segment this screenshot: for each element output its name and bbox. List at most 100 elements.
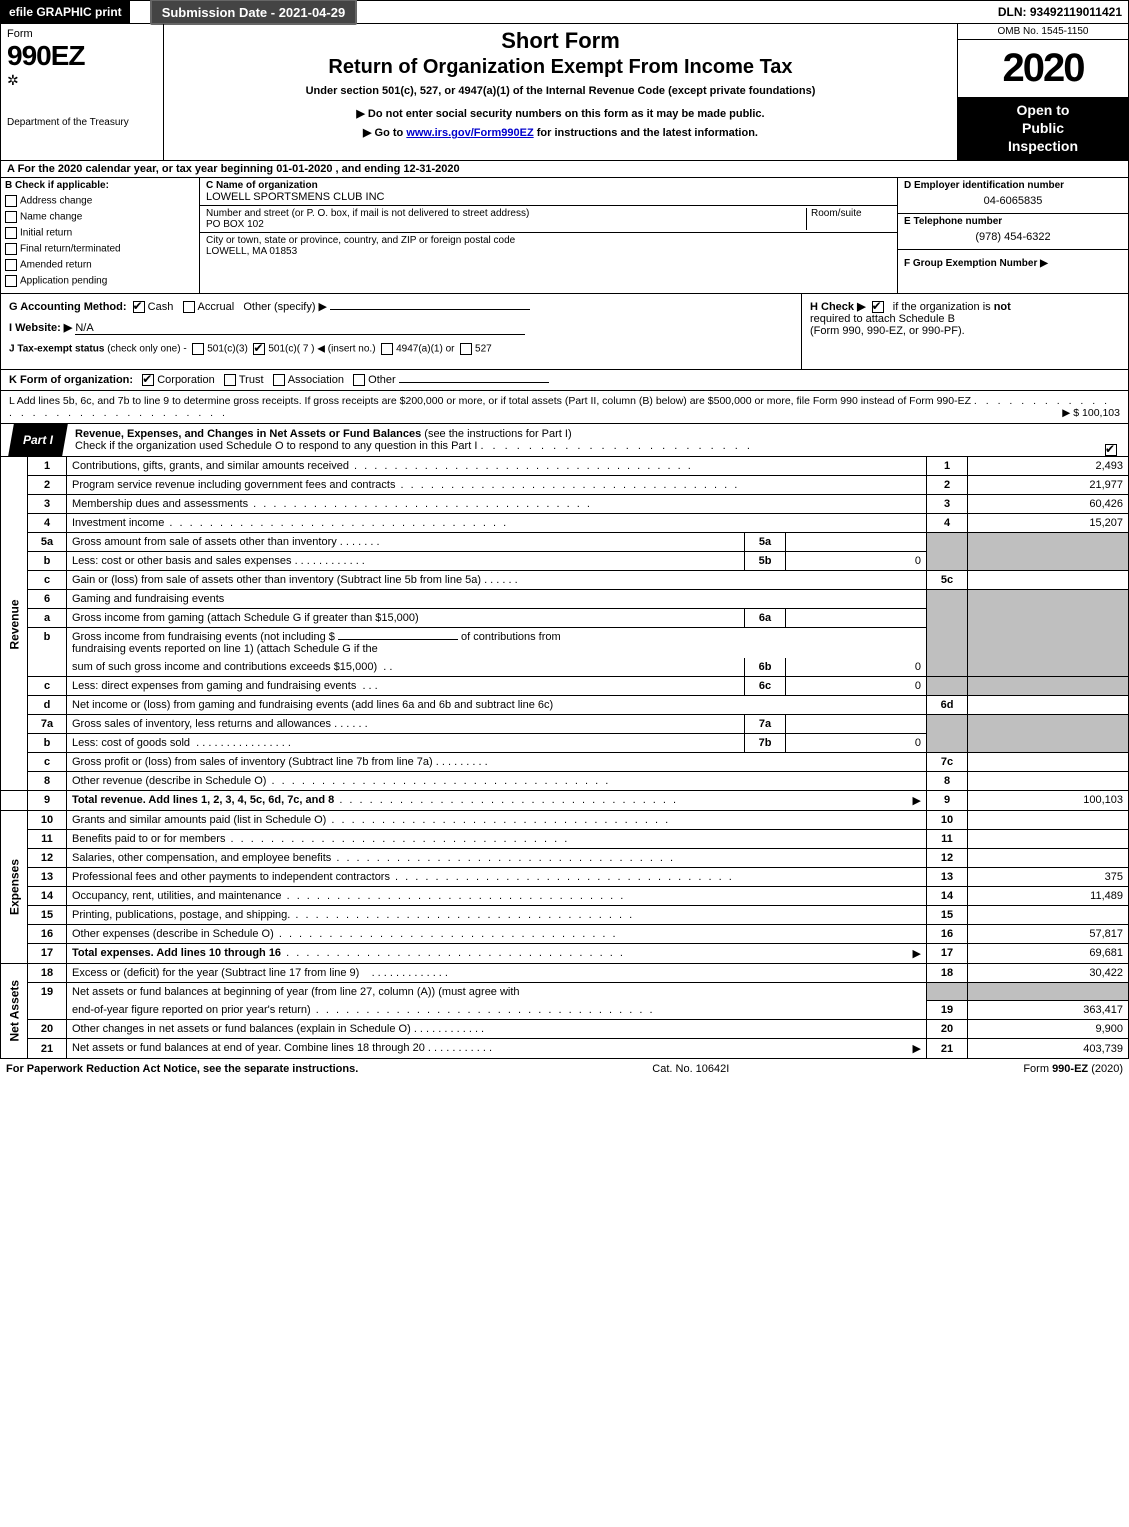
checkbox-app-pending[interactable] <box>5 275 17 287</box>
form-page: efile GRAPHIC print Submission Date - 20… <box>0 0 1129 1079</box>
row19-amount: 363,417 <box>968 1001 1129 1020</box>
checkbox-initial-return[interactable] <box>5 227 17 239</box>
other-specify-input[interactable] <box>330 309 530 310</box>
row9-desc: Total revenue. Add lines 1, 2, 3, 4, 5c,… <box>67 790 927 810</box>
b-label: B Check if applicable: <box>5 180 195 191</box>
l-amount: ▶ $ 100,103 <box>1062 407 1120 419</box>
checkbox-assoc[interactable] <box>273 374 285 386</box>
d-label: D Employer identification number <box>904 180 1122 191</box>
checkbox-501c[interactable] <box>253 343 265 355</box>
c-label: C Name of organization <box>206 180 891 191</box>
row5ab-grey-amt <box>968 532 1129 570</box>
row11-rn: 11 <box>927 829 968 848</box>
open-line2: Public <box>1022 120 1064 136</box>
row18-desc: Excess or (deficit) for the year (Subtra… <box>67 963 927 982</box>
row7-grey-amt <box>968 714 1129 752</box>
cash-label: Cash <box>148 301 174 313</box>
row6b-in: 6b <box>745 658 786 677</box>
row19-desc2: end-of-year figure reported on prior yea… <box>67 1001 927 1020</box>
row6a-iv <box>786 608 927 627</box>
row6d-rn: 6d <box>927 695 968 714</box>
footer-center: Cat. No. 10642I <box>652 1063 729 1075</box>
open-line3: Inspection <box>1008 138 1078 154</box>
h-label: H Check ▶ <box>810 301 866 313</box>
row4-desc: Investment income <box>67 513 927 532</box>
row6b-d3: fundraising events reported on line 1) (… <box>72 643 378 655</box>
k-assoc: Association <box>288 374 344 386</box>
checkbox-trust[interactable] <box>224 374 236 386</box>
g-label: G Accounting Method: <box>9 301 127 313</box>
row3-desc: Membership dues and assessments <box>67 494 927 513</box>
row21-desc: Net assets or fund balances at end of ye… <box>67 1039 927 1059</box>
row-a-tax-year: A For the 2020 calendar year, or tax yea… <box>0 161 1129 178</box>
checkbox-527[interactable] <box>460 343 472 355</box>
final-label: Final return/terminated <box>20 243 121 254</box>
open-line1: Open to <box>1017 102 1070 118</box>
submission-date-button[interactable]: Submission Date - 2021-04-29 <box>150 0 358 25</box>
checkbox-501c3[interactable] <box>192 343 204 355</box>
j-501c: 501(c)( 7 ) ◀ (insert no.) <box>268 343 375 354</box>
ghij-block: G Accounting Method: Cash Accrual Other … <box>0 294 1129 370</box>
checkbox-final-return[interactable] <box>5 243 17 255</box>
checkbox-amended[interactable] <box>5 259 17 271</box>
row17-desc: Total expenses. Add lines 10 through 16 … <box>67 943 927 963</box>
side-netassets: Net Assets <box>1 963 28 1059</box>
subtitle-section: Under section 501(c), 527, or 4947(a)(1)… <box>170 85 951 97</box>
row6c-in: 6c <box>745 676 786 695</box>
header-right: OMB No. 1545-1150 2020 Open to Public In… <box>957 24 1128 160</box>
row6-grey <box>927 589 968 676</box>
row3-rn: 3 <box>927 494 968 513</box>
row5a-in: 5a <box>745 532 786 551</box>
k-corp: Corporation <box>157 374 214 386</box>
row6c-num: c <box>28 676 67 695</box>
part-1-title: Revenue, Expenses, and Changes in Net As… <box>65 424 1105 456</box>
row6-num: 6 <box>28 589 67 608</box>
checkbox-corp[interactable] <box>142 374 154 386</box>
title-short-form: Short Form <box>170 28 951 54</box>
row4-num: 4 <box>28 513 67 532</box>
row5c-desc: Gain or (loss) from sale of assets other… <box>67 570 927 589</box>
row11-amount <box>968 829 1129 848</box>
title-return: Return of Organization Exempt From Incom… <box>170 56 951 79</box>
checkbox-address-change[interactable] <box>5 195 17 207</box>
row13-amount: 375 <box>968 867 1129 886</box>
row15-desc: Printing, publications, postage, and shi… <box>67 905 927 924</box>
row7b-iv: 0 <box>786 733 927 752</box>
row17-num: 17 <box>28 943 67 963</box>
efile-print-button[interactable]: efile GRAPHIC print <box>1 1 130 23</box>
street-label: Number and street (or P. O. box, if mail… <box>206 208 806 219</box>
checkbox-h[interactable] <box>872 301 884 313</box>
row8-desc: Other revenue (describe in Schedule O) <box>67 771 927 790</box>
irs-logo-icon: ✲ <box>7 72 157 89</box>
row20-desc: Other changes in net assets or fund bala… <box>67 1020 927 1039</box>
j-501c3: 501(c)(3) <box>207 343 248 354</box>
row2-amount: 21,977 <box>968 475 1129 494</box>
page-footer: For Paperwork Reduction Act Notice, see … <box>0 1059 1129 1079</box>
row6d-amount <box>968 695 1129 714</box>
form-word: Form <box>7 28 157 40</box>
checkbox-cash[interactable] <box>133 301 145 313</box>
checkbox-schedule-o[interactable] <box>1105 444 1117 456</box>
row9-rn: 9 <box>927 790 968 810</box>
row12-num: 12 <box>28 848 67 867</box>
row19-desc1: Net assets or fund balances at beginning… <box>67 982 927 1001</box>
row7b-desc: Less: cost of goods sold . . . . . . . .… <box>67 733 745 752</box>
row3-num: 3 <box>28 494 67 513</box>
row6b-blank[interactable] <box>338 639 458 640</box>
row9-side-spacer <box>1 790 28 810</box>
e-label: E Telephone number <box>904 216 1122 227</box>
checkbox-4947[interactable] <box>381 343 393 355</box>
row9-num: 9 <box>28 790 67 810</box>
department-label: Department of the Treasury <box>7 117 157 128</box>
checkbox-accrual[interactable] <box>183 301 195 313</box>
row5a-desc: Gross amount from sale of assets other t… <box>67 532 745 551</box>
row1-amount: 2,493 <box>968 457 1129 476</box>
other-specify-label: Other (specify) ▶ <box>243 301 327 313</box>
irs-link[interactable]: www.irs.gov/Form990EZ <box>406 127 533 139</box>
checkbox-name-change[interactable] <box>5 211 17 223</box>
row-l: L Add lines 5b, 6c, and 7b to line 9 to … <box>0 391 1129 424</box>
k-other-input[interactable] <box>399 382 549 383</box>
h-text3: (Form 990, 990-EZ, or 990-PF). <box>810 325 965 337</box>
checkbox-other[interactable] <box>353 374 365 386</box>
row10-amount <box>968 810 1129 829</box>
